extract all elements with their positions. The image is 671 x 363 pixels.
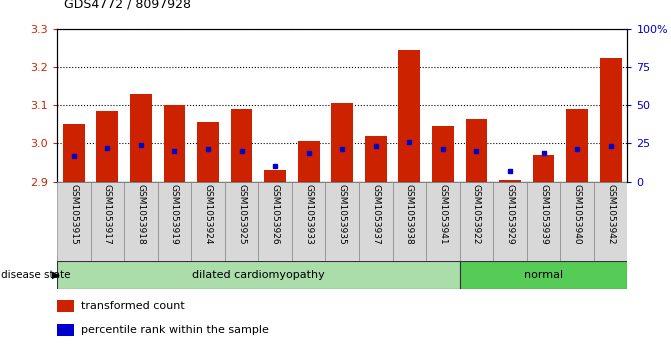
Text: ▶: ▶ — [52, 270, 60, 280]
Bar — [499, 180, 521, 182]
Text: GSM1053941: GSM1053941 — [438, 184, 448, 245]
Text: disease state: disease state — [1, 270, 73, 280]
Text: GSM1053938: GSM1053938 — [405, 184, 414, 245]
Bar — [331, 103, 353, 182]
Text: GSM1053940: GSM1053940 — [572, 184, 582, 245]
Bar — [57, 182, 91, 261]
Bar — [432, 126, 454, 182]
Text: GSM1053933: GSM1053933 — [304, 184, 313, 245]
Bar — [566, 109, 588, 182]
Bar — [225, 182, 258, 261]
Bar — [460, 261, 627, 289]
Text: GSM1053937: GSM1053937 — [371, 184, 380, 245]
Bar — [124, 182, 158, 261]
Text: GSM1053918: GSM1053918 — [136, 184, 146, 245]
Text: GSM1053922: GSM1053922 — [472, 184, 481, 244]
Text: GSM1053926: GSM1053926 — [270, 184, 280, 245]
Bar — [130, 94, 152, 182]
Bar — [158, 182, 191, 261]
Bar — [164, 105, 185, 182]
Bar — [91, 182, 124, 261]
Bar — [466, 119, 487, 182]
Bar — [231, 109, 252, 182]
Text: GDS4772 / 8097928: GDS4772 / 8097928 — [64, 0, 191, 11]
Bar — [426, 182, 460, 261]
Bar — [493, 182, 527, 261]
Text: normal: normal — [524, 270, 563, 280]
Text: GSM1053924: GSM1053924 — [203, 184, 213, 244]
Bar — [399, 50, 420, 182]
Text: GSM1053935: GSM1053935 — [338, 184, 347, 245]
Bar — [365, 136, 386, 182]
Bar — [560, 182, 594, 261]
Bar — [359, 182, 393, 261]
Bar — [292, 182, 325, 261]
Text: GSM1053929: GSM1053929 — [505, 184, 515, 245]
Bar — [533, 155, 554, 182]
Bar — [197, 122, 219, 182]
Bar — [57, 261, 460, 289]
Bar — [325, 182, 359, 261]
Bar — [191, 182, 225, 261]
Text: dilated cardiomyopathy: dilated cardiomyopathy — [192, 270, 325, 280]
Bar — [600, 58, 621, 182]
Text: GSM1053942: GSM1053942 — [606, 184, 615, 244]
Text: GSM1053919: GSM1053919 — [170, 184, 179, 245]
Bar — [393, 182, 426, 261]
Bar — [460, 182, 493, 261]
Text: GSM1053939: GSM1053939 — [539, 184, 548, 245]
Text: percentile rank within the sample: percentile rank within the sample — [81, 325, 268, 335]
Bar — [594, 182, 627, 261]
Bar — [298, 142, 319, 182]
Text: GSM1053917: GSM1053917 — [103, 184, 112, 245]
Text: GSM1053915: GSM1053915 — [69, 184, 79, 245]
Bar — [258, 182, 292, 261]
Bar — [63, 124, 85, 182]
Bar — [57, 300, 74, 312]
Text: transformed count: transformed count — [81, 301, 185, 311]
Bar — [57, 324, 74, 336]
Text: GSM1053925: GSM1053925 — [237, 184, 246, 245]
Bar — [264, 170, 286, 182]
Bar — [97, 111, 118, 182]
Bar — [527, 182, 560, 261]
